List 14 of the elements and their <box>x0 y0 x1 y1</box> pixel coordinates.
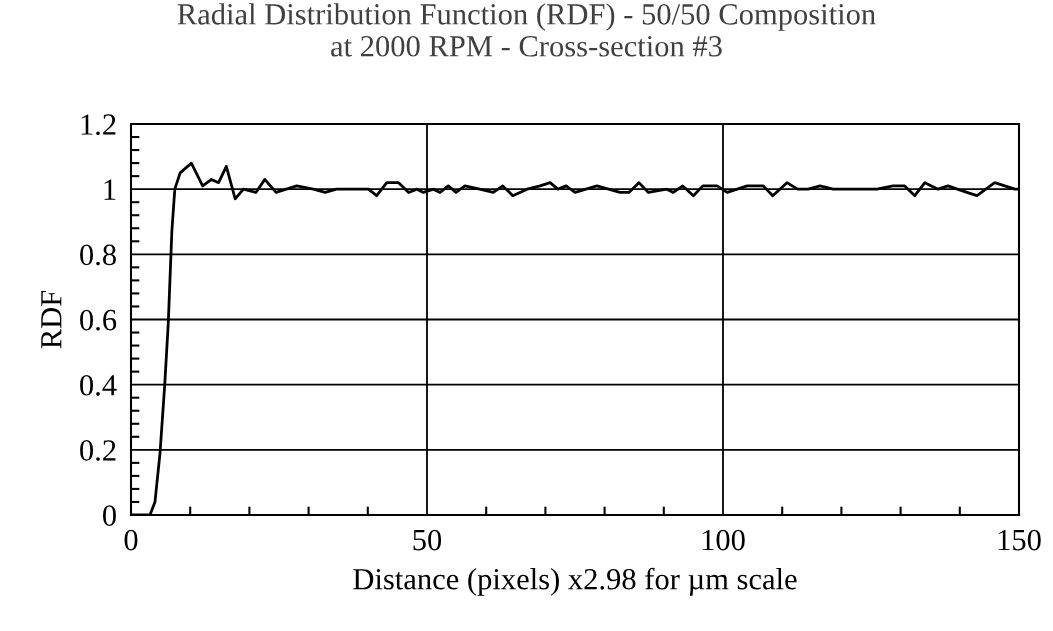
y-tick-label: 0 <box>103 505 116 526</box>
x-tick-label: 100 <box>702 529 745 551</box>
x-tick-label: 150 <box>998 529 1041 551</box>
y-tick-label: 0.8 <box>80 244 116 266</box>
y-tick-label: 0.6 <box>80 309 117 331</box>
x-axis-title: Distance (pixels) x2.98 for µm scale <box>353 567 797 596</box>
y-axis-title: RDF <box>41 290 62 349</box>
y-tick-label: 0.2 <box>80 440 116 461</box>
y-tick-label: 1.2 <box>81 114 116 136</box>
y-tick-label: 0.4 <box>80 374 117 396</box>
chart-title: Radial Distribution Function (RDF) - 50/50 Composition at 2000 RPM - Cross-section #3 <box>177 3 876 57</box>
x-tick-label: 50 <box>413 529 442 551</box>
y-tick-label: 1 <box>104 179 116 200</box>
x-tick-label: 0 <box>124 529 138 551</box>
